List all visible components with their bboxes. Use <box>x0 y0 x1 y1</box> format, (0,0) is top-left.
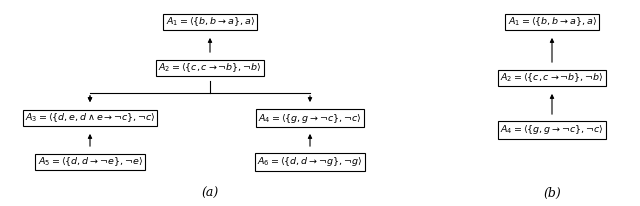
Text: (b): (b) <box>543 186 561 199</box>
Text: $A_2 = \langle\{c, c \to \neg b\}, \neg b\rangle$: $A_2 = \langle\{c, c \to \neg b\}, \neg … <box>158 62 262 74</box>
Text: $A_4 = \langle\{g, g \to \neg c\}, \neg c\rangle$: $A_4 = \langle\{g, g \to \neg c\}, \neg … <box>258 111 362 124</box>
Text: (a): (a) <box>202 186 219 199</box>
Text: $A_2 = \langle\{c, c \to \neg b\}, \neg b\rangle$: $A_2 = \langle\{c, c \to \neg b\}, \neg … <box>500 72 604 84</box>
Text: $A_3 = \langle\{d, e, d \wedge e \to \neg c\}, \neg c\rangle$: $A_3 = \langle\{d, e, d \wedge e \to \ne… <box>24 112 156 124</box>
Text: $A_1 = \langle\{b, b \to a\}, a\rangle$: $A_1 = \langle\{b, b \to a\}, a\rangle$ <box>508 16 596 28</box>
Text: $A_1 = \langle\{b, b \to a\}, a\rangle$: $A_1 = \langle\{b, b \to a\}, a\rangle$ <box>166 16 255 28</box>
Text: $A_6 = \langle\{d, d \to \neg g\}, \neg g\rangle$: $A_6 = \langle\{d, d \to \neg g\}, \neg … <box>257 156 363 169</box>
Text: $A_5 = \langle\{d, d \to \neg e\}, \neg e\rangle$: $A_5 = \langle\{d, d \to \neg e\}, \neg … <box>38 156 143 168</box>
Text: $A_4 = \langle\{g, g \to \neg c\}, \neg c\rangle$: $A_4 = \langle\{g, g \to \neg c\}, \neg … <box>500 124 604 137</box>
